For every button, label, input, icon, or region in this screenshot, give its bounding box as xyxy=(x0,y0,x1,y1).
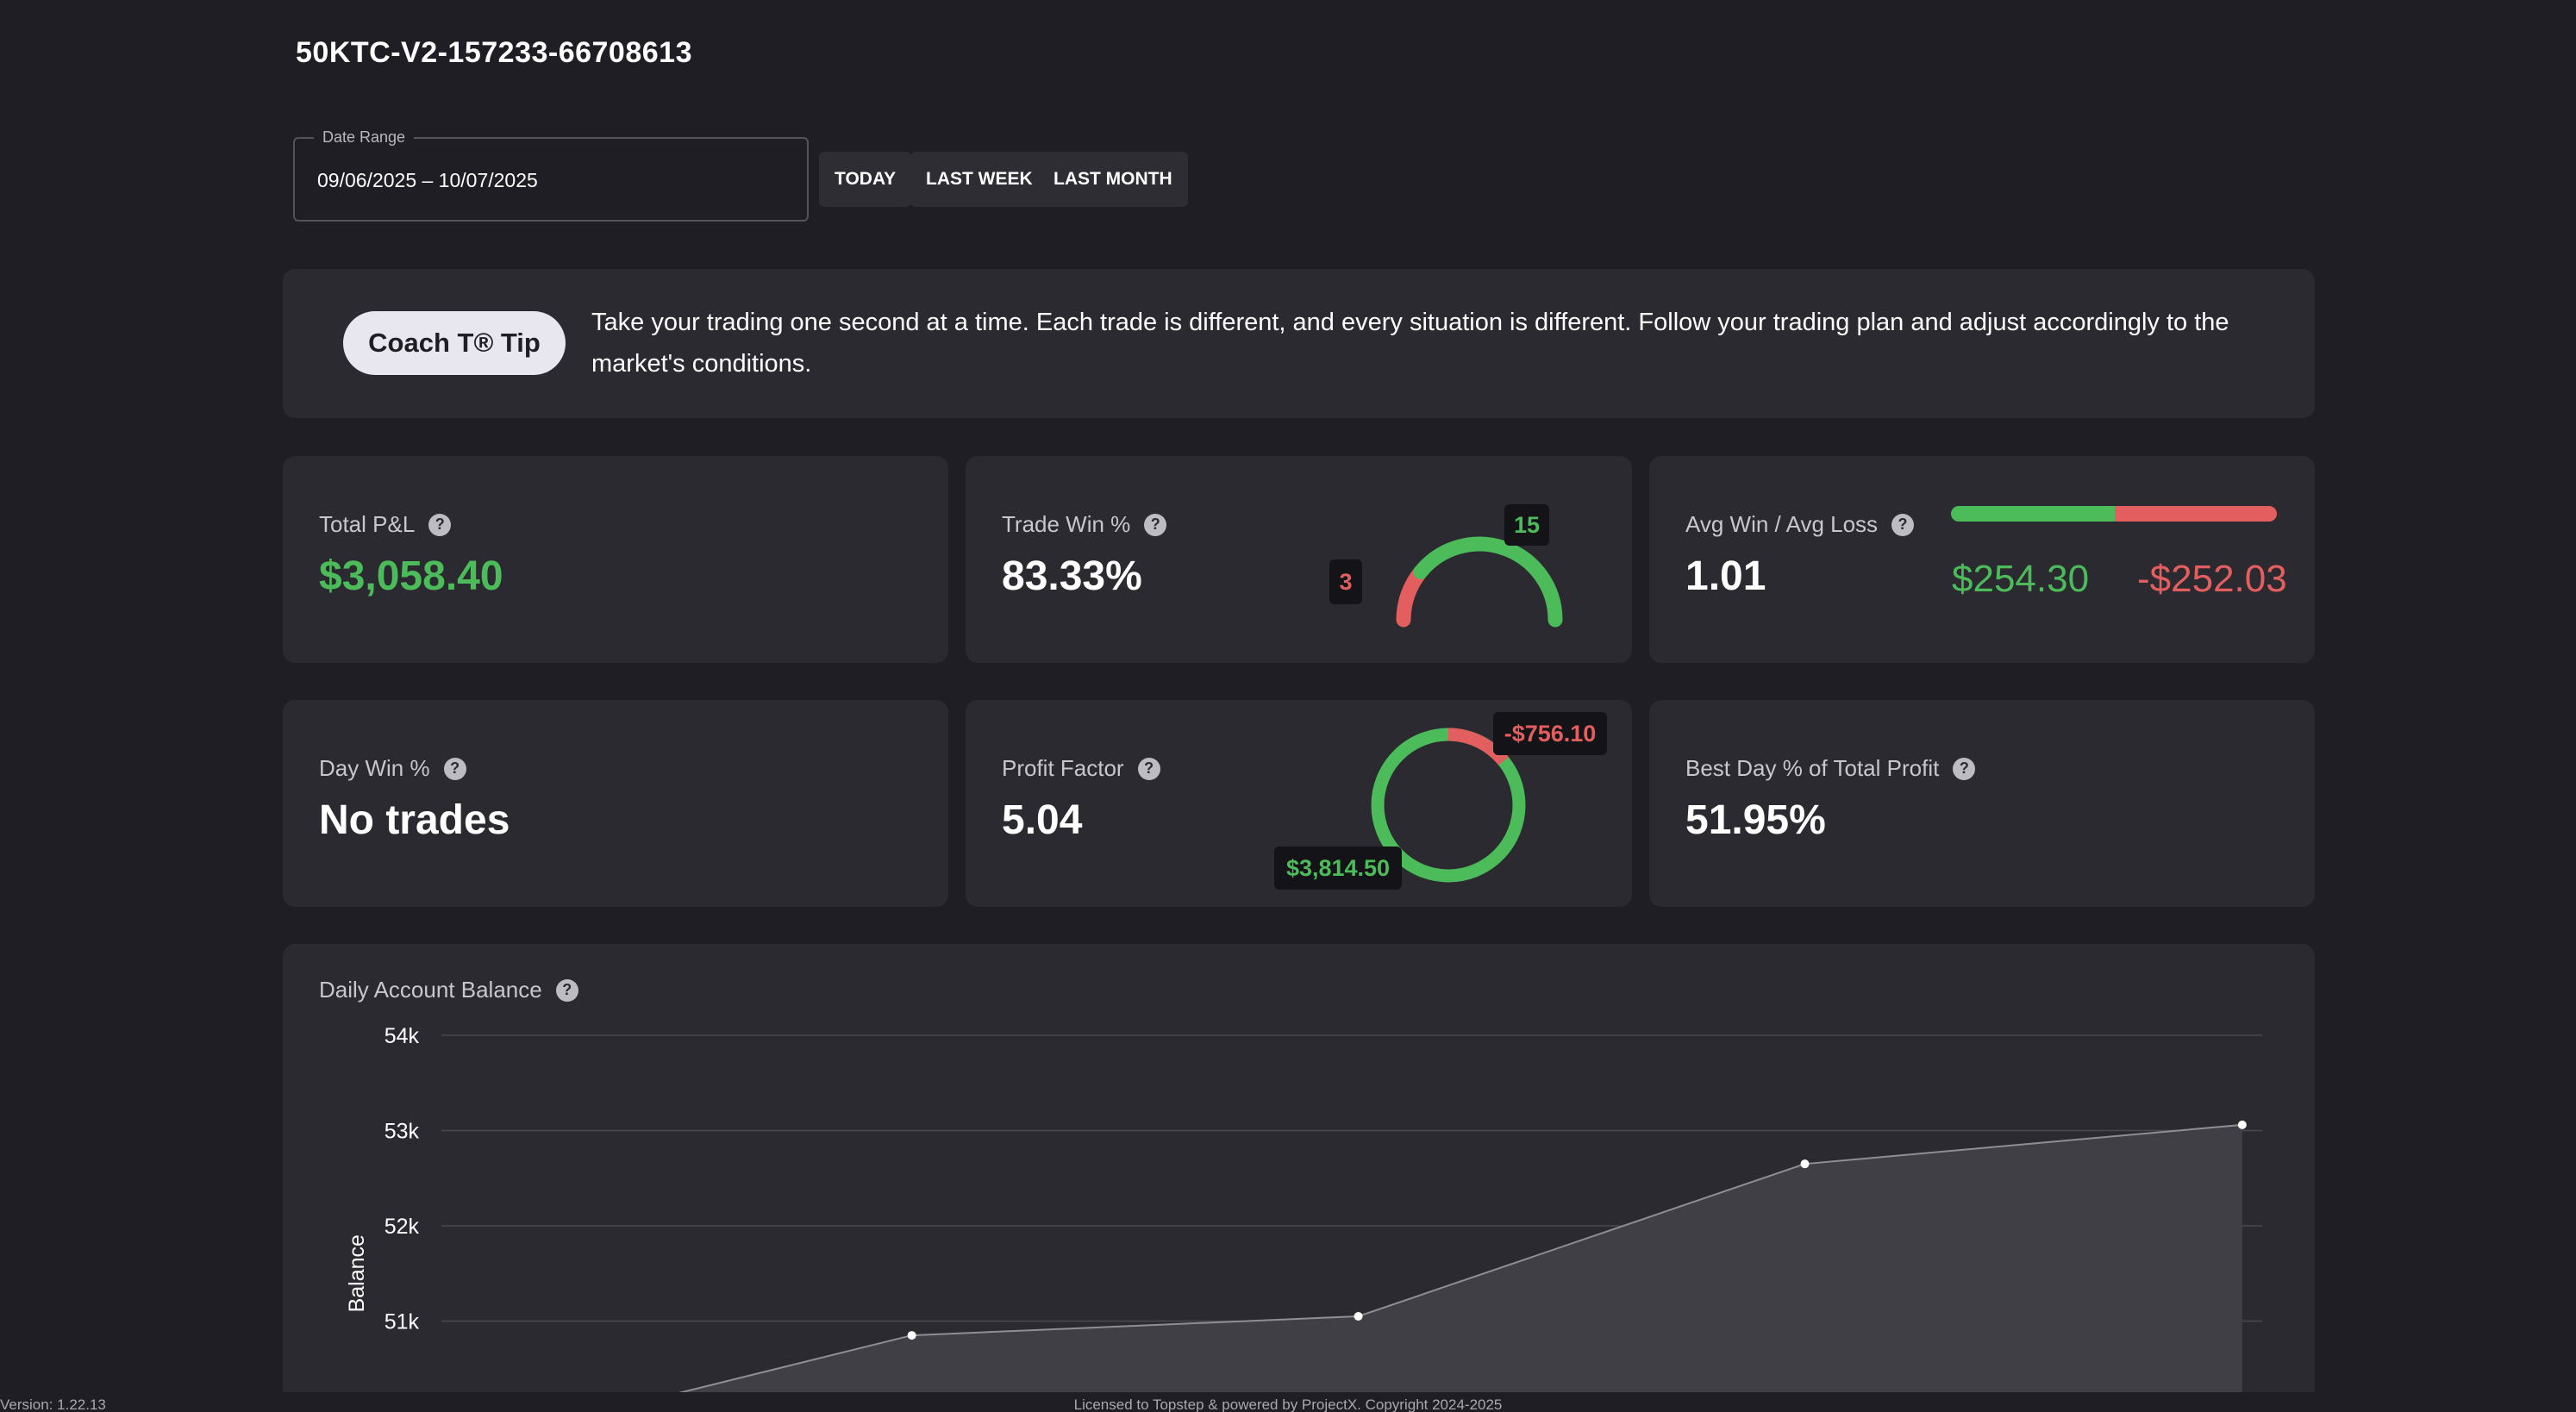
best-day-label: Best Day % of Total Profit ? xyxy=(1685,755,1976,782)
avg-win-loss-card: Avg Win / Avg Loss ? 1.01 $254.30 -$252.… xyxy=(1649,456,2315,663)
profit-factor-value: 5.04 xyxy=(1002,797,1083,843)
donut-loss-arc xyxy=(1447,728,1509,765)
question-circle-icon[interactable]: ? xyxy=(1137,757,1160,780)
profit-factor-donut xyxy=(1371,728,1526,883)
best-day-value: 51.95% xyxy=(1685,797,1826,843)
last-month-button[interactable]: LAST MONTH xyxy=(1038,152,1188,207)
trade-win-label-text: Trade Win % xyxy=(1002,511,1131,537)
question-circle-icon[interactable]: ? xyxy=(555,978,578,1002)
profit-factor-label: Profit Factor ? xyxy=(1002,755,1160,782)
avg-win-loss-value: 1.01 xyxy=(1685,553,1766,599)
coach-tip-card: Coach T® Tip Take your trading one secon… xyxy=(283,269,2315,418)
y-tick-label: 51k xyxy=(385,1310,420,1334)
coach-tip-badge: Coach T® Tip xyxy=(343,311,566,375)
question-circle-icon[interactable]: ? xyxy=(1891,513,1915,536)
trade-losses-badge: 3 xyxy=(1329,559,1362,604)
coach-tip-text: Take your trading one second at a time. … xyxy=(591,309,2229,378)
trade-wins-badge: 15 xyxy=(1504,504,1549,546)
avg-win-segment xyxy=(1951,506,2115,522)
total-pnl-label: Total P&L ? xyxy=(319,511,452,538)
best-day-card: Best Day % of Total Profit ? 51.95% xyxy=(1649,700,2315,907)
today-button[interactable]: TODAY xyxy=(819,152,912,207)
day-win-label-text: Day Win % xyxy=(319,755,430,781)
day-win-card: Day Win % ? No trades xyxy=(283,700,948,907)
gross-loss-badge: -$756.10 xyxy=(1493,712,1607,755)
total-pnl-card: Total P&L ? $3,058.40 xyxy=(283,456,948,663)
daily-balance-title-text: Daily Account Balance xyxy=(319,977,542,1003)
date-range-label: Date Range xyxy=(314,128,415,147)
avg-loss-amount: -$252.03 xyxy=(2137,558,2287,600)
gross-profit-badge: $3,814.50 xyxy=(1274,847,1402,890)
total-pnl-label-text: Total P&L xyxy=(319,511,416,537)
daily-balance-title: Daily Account Balance ? xyxy=(319,977,578,1003)
y-tick-label: 53k xyxy=(385,1120,420,1144)
balance-point xyxy=(1800,1159,1810,1169)
avg-win-loss-label-text: Avg Win / Avg Loss xyxy=(1685,511,1879,537)
trade-win-value: 83.33% xyxy=(1002,553,1142,599)
day-win-label: Day Win % ? xyxy=(319,755,466,782)
day-win-value: No trades xyxy=(319,797,510,843)
avg-win-amount: $254.30 xyxy=(1952,558,2090,600)
license-text: Licensed to Topstep & powered by Project… xyxy=(1073,1396,1503,1412)
trade-win-gauge xyxy=(1396,536,1563,628)
best-day-label-text: Best Day % of Total Profit xyxy=(1685,755,1940,781)
balance-point xyxy=(907,1331,916,1340)
daily-balance-card: Daily Account Balance ? 54k 53k 52k 51k Bala… xyxy=(283,944,2315,1392)
last-week-button[interactable]: LAST WEEK xyxy=(910,152,1048,207)
balance-point xyxy=(1354,1311,1363,1321)
trade-win-label: Trade Win % ? xyxy=(1002,511,1167,538)
profit-factor-card: Profit Factor ? 5.04 -$756.10 $3,814.50 xyxy=(966,700,1632,907)
y-tick-label: 54k xyxy=(385,1024,420,1048)
question-circle-icon[interactable]: ? xyxy=(1953,757,1976,780)
y-axis-label: Balance xyxy=(345,1234,369,1312)
question-circle-icon[interactable]: ? xyxy=(428,513,452,536)
question-circle-icon[interactable]: ? xyxy=(1144,513,1167,536)
gauge-win-arc xyxy=(1413,536,1563,628)
avg-win-loss-bar xyxy=(1951,506,2277,522)
profit-factor-label-text: Profit Factor xyxy=(1002,755,1124,781)
account-title: 50KTC-V2-157233-66708613 xyxy=(296,36,692,69)
question-circle-icon[interactable]: ? xyxy=(443,757,466,780)
balance-chart: 54k 53k 52k 51k Balance xyxy=(345,1024,2262,1392)
avg-loss-segment xyxy=(2114,506,2277,522)
gauge-loss-arc xyxy=(1396,565,1429,628)
balance-area xyxy=(682,1124,2242,1392)
date-range-value[interactable]: 09/06/2025 – 10/07/2025 xyxy=(317,169,538,191)
total-pnl-value: $3,058.40 xyxy=(319,553,503,599)
avg-win-loss-label: Avg Win / Avg Loss ? xyxy=(1685,511,1915,538)
version-text: Version: 1.22.13 xyxy=(0,1396,106,1412)
y-tick-label: 52k xyxy=(385,1215,420,1239)
date-range-field[interactable]: Date Range 09/06/2025 – 10/07/2025 xyxy=(293,128,809,222)
trade-win-card: Trade Win % ? 83.33% 15 3 xyxy=(966,456,1632,663)
balance-point xyxy=(2237,1120,2247,1129)
